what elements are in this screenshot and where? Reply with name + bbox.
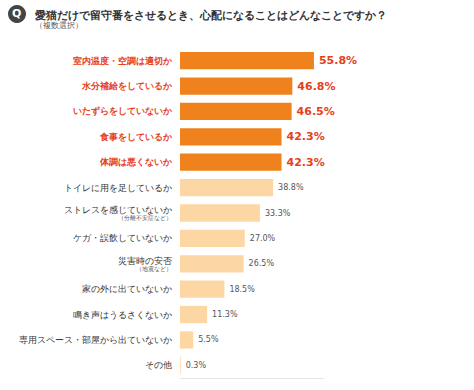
- svg-text:42.3%: 42.3%: [287, 156, 325, 169]
- svg-text:家の外に出ていないか: 家の外に出ていないか: [82, 284, 172, 294]
- svg-text:（地震など）: （地震など）: [136, 265, 172, 273]
- svg-text:水分補給をしているか: 水分補給をしているか: [81, 81, 173, 91]
- svg-text:専用スペース・部屋から出ていないか: 専用スペース・部屋から出ていないか: [19, 335, 172, 345]
- svg-text:（複数選択）: （複数選択）: [35, 21, 83, 30]
- svg-text:Q: Q: [12, 7, 21, 20]
- svg-text:その他: その他: [145, 360, 172, 370]
- svg-text:鳴き声はうるさくないか: 鳴き声はうるさくないか: [73, 310, 172, 320]
- svg-text:46.5%: 46.5%: [297, 105, 335, 118]
- svg-text:室内温度・空調は適切か: 室内温度・空調は適切か: [73, 56, 173, 66]
- svg-text:26.5%: 26.5%: [249, 259, 275, 268]
- svg-text:38.8%: 38.8%: [278, 183, 304, 192]
- svg-text:46.8%: 46.8%: [297, 80, 335, 93]
- svg-text:いたずらをしていないか: いたずらをしていないか: [73, 106, 173, 117]
- svg-text:トイレに用を足しているか: トイレに用を足しているか: [64, 183, 172, 193]
- svg-text:33.3%: 33.3%: [265, 209, 291, 218]
- svg-text:ケガ・誤飲していないか: ケガ・誤飲していないか: [73, 233, 172, 243]
- svg-text:42.3%: 42.3%: [287, 130, 325, 143]
- svg-text:18.5%: 18.5%: [229, 285, 255, 294]
- svg-text:55.8%: 55.8%: [319, 54, 357, 67]
- svg-text:5.5%: 5.5%: [198, 335, 219, 344]
- svg-text:ストレスを感じていないか: ストレスを感じていないか: [64, 205, 172, 215]
- svg-text:体調は悪くないか: 体調は悪くないか: [99, 157, 173, 167]
- svg-text:愛猫だけで留守番をさせるとき、心配になることはどんなことです: 愛猫だけで留守番をさせるとき、心配になることはどんなことですか？: [35, 9, 387, 22]
- svg-text:0.3%: 0.3%: [186, 361, 207, 370]
- svg-text:食事をしているか: 食事をしているか: [99, 132, 173, 142]
- svg-text:27.0%: 27.0%: [250, 234, 276, 243]
- svg-text:（分離不安症など）: （分離不安症など）: [118, 214, 172, 222]
- svg-text:災害時の安否: 災害時の安否: [118, 255, 172, 266]
- svg-text:11.3%: 11.3%: [212, 310, 238, 319]
